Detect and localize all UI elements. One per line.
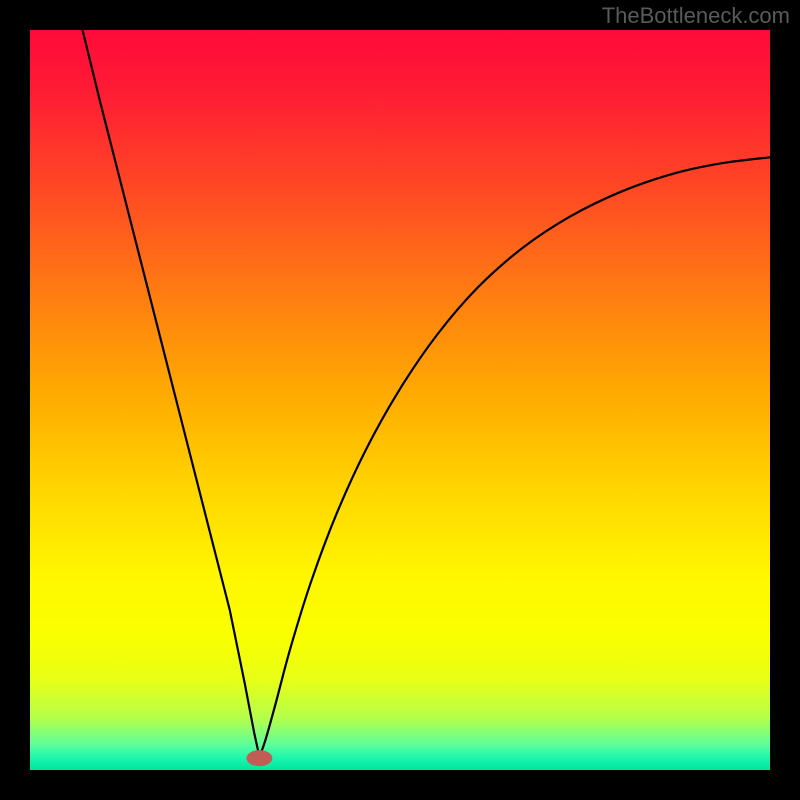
- minimum-marker: [246, 750, 272, 766]
- watermark-text: TheBottleneck.com: [602, 3, 790, 29]
- plot-background: [30, 30, 770, 770]
- bottleneck-chart: [0, 0, 800, 800]
- chart-container: TheBottleneck.com: [0, 0, 800, 800]
